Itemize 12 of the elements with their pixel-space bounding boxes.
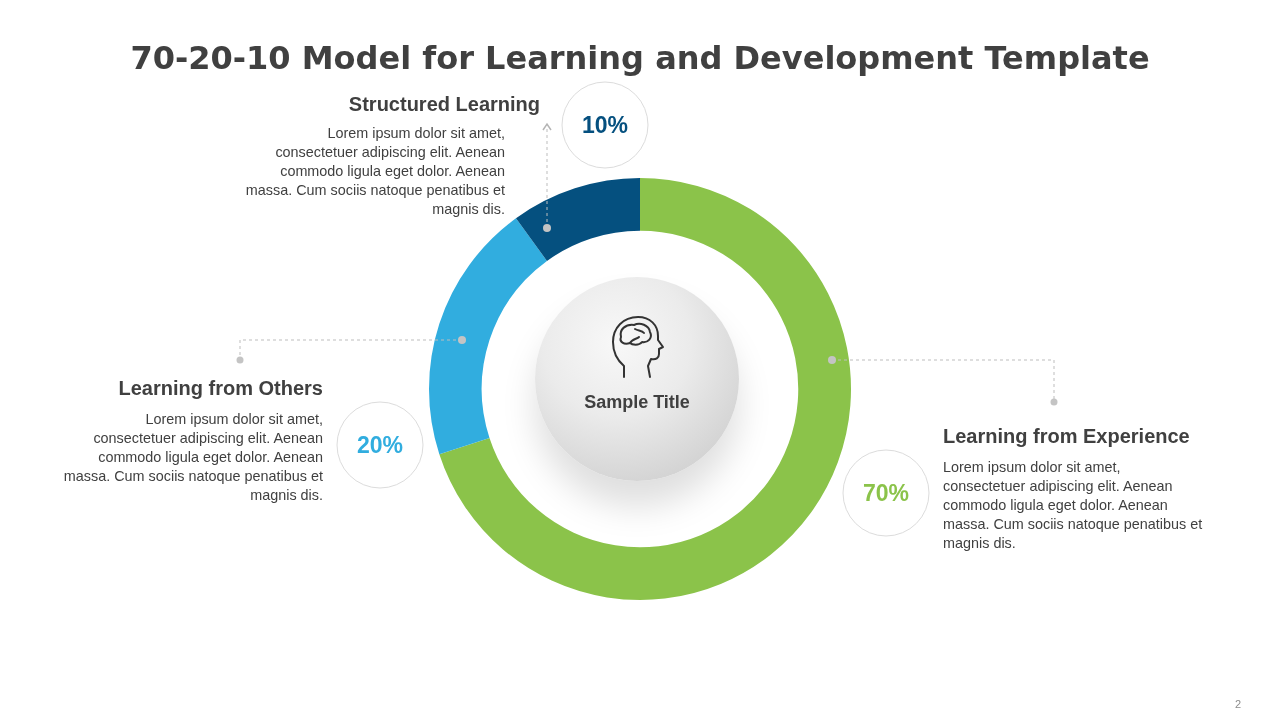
slice-label: Learning from Others <box>118 376 323 400</box>
text: Lorem ipsum dolor sit amet, consectetuer adipiscing elit. Aenean commodo ligula eget dolor. Aenean massa. Cum sociis natoque penatibus et magnis dis. <box>943 458 1204 553</box>
text: Sample Title <box>583 391 691 413</box>
data-label: 70% <box>861 479 910 507</box>
text: 2 <box>1235 697 1242 711</box>
text: Lorem ipsum dolor sit amet, consectetuer adipiscing elit. Aenean commodo ligula eget dolor. Aenean massa. Cum sociis natoque penatibus et magnis dis. <box>62 410 323 505</box>
data-label: 10% <box>580 111 629 139</box>
text: Lorem ipsum dolor sit amet, consectetuer adipiscing elit. Aenean commodo ligula eget dolor. Aenean massa. Cum sociis natoque penatibus et magnis dis. <box>244 124 505 219</box>
slice-label: Structured Learning <box>348 92 540 116</box>
slice-label: Learning from Experience <box>943 424 1190 448</box>
chart-title: 70-20-10 Model for Learning and Development Template <box>129 38 1151 79</box>
data-label: 20% <box>355 431 404 459</box>
